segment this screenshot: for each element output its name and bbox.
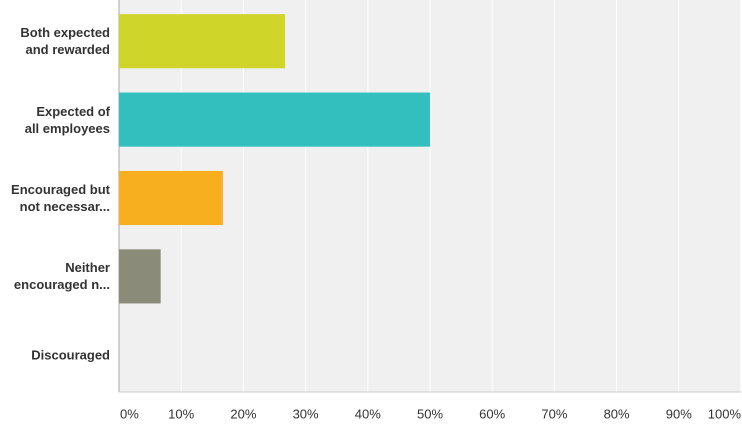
x-tick-label: 10% <box>168 406 194 421</box>
y-tick-label: Neither encouraged n... <box>13 260 110 293</box>
bar <box>119 14 286 69</box>
x-tick-label: 20% <box>230 406 256 421</box>
x-tick-label: 90% <box>666 406 692 421</box>
x-tick-label: 50% <box>417 406 443 421</box>
y-tick-label: Expected of all employees <box>24 103 110 136</box>
bar <box>119 170 223 226</box>
x-tick-label: 30% <box>293 406 319 421</box>
x-tick-label: 40% <box>355 406 381 421</box>
y-tick-label: Both expected and rewarded <box>20 25 110 58</box>
x-tick-label: 70% <box>541 406 567 421</box>
x-tick-label: 0% <box>120 406 139 421</box>
y-tick-label: Discouraged <box>31 347 110 363</box>
x-tick-label: 60% <box>479 406 505 421</box>
x-tick-label: 100% <box>708 406 742 421</box>
y-tick-label: Encouraged but not necessar... <box>11 182 110 214</box>
x-tick-label: 80% <box>604 406 630 421</box>
bar <box>119 249 161 304</box>
bar <box>119 92 430 147</box>
